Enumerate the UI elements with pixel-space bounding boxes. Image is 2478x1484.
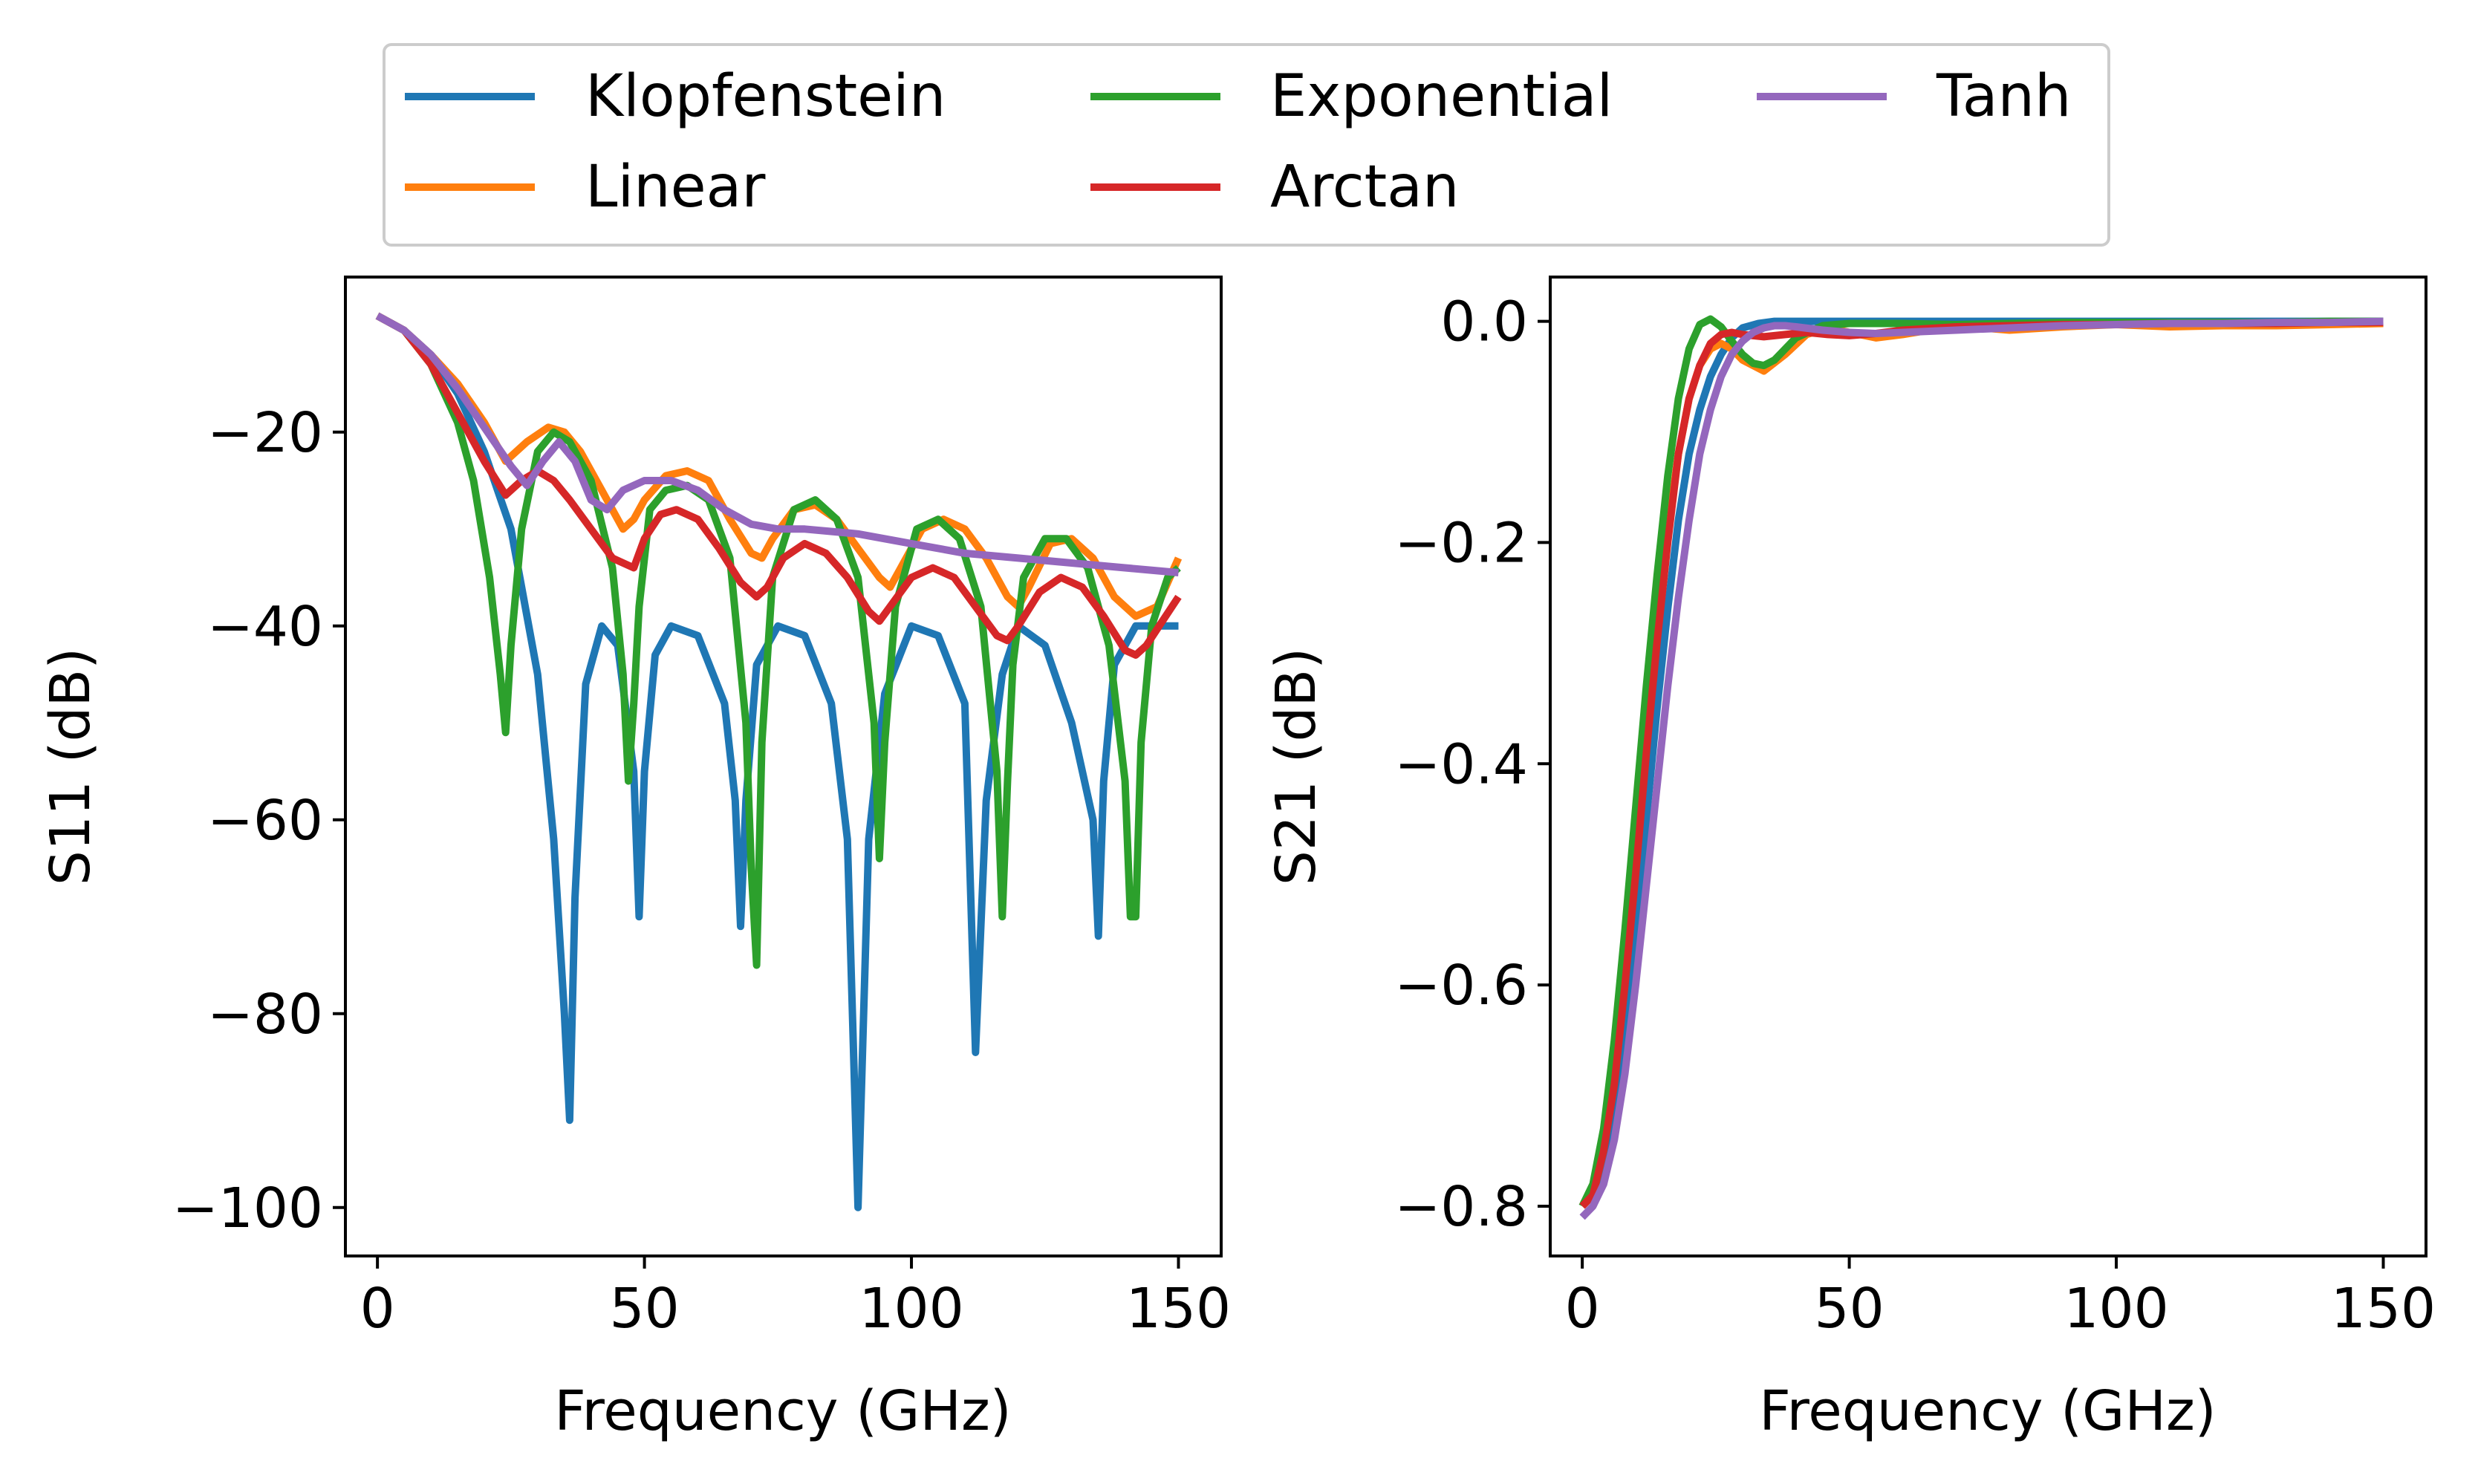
plot-s11-lines: [375, 312, 1183, 1211]
y-tick-label: −60: [207, 789, 323, 853]
series-line-exponential: [375, 312, 1181, 969]
x-tick: 50: [609, 1256, 680, 1341]
y-tick-label: 0.0: [1440, 290, 1528, 354]
series-line-linear: [375, 312, 1183, 620]
y-tick: −0.2: [1394, 511, 1550, 575]
x-tick-label: 0: [360, 1277, 395, 1341]
plot-s11-ylabel: S11 (dB): [39, 648, 103, 885]
legend: Klopfenstein Linear Exponential Arctan T…: [383, 43, 2110, 247]
legend-entry-tanh: Tanh: [1757, 63, 2071, 130]
x-tick: 50: [1814, 1256, 1884, 1341]
y-tick-label: −100: [172, 1177, 323, 1240]
y-tick: −100: [172, 1177, 345, 1240]
x-tick: 150: [2331, 1256, 2436, 1341]
y-tick: −80: [207, 983, 345, 1047]
x-tick-label: 0: [1565, 1277, 1600, 1341]
legend-entry-arctan: Arctan: [1090, 154, 1459, 221]
y-tick: 0.0: [1440, 290, 1550, 354]
x-tick-label: 50: [1814, 1277, 1884, 1341]
y-tick-label: −0.6: [1394, 954, 1528, 1018]
plot-s11-yticks: −20 −40 −60 −80 −100: [172, 401, 345, 1240]
plot-s21-frame: [1549, 276, 2427, 1257]
y-tick: −0.6: [1394, 954, 1550, 1018]
plot-s21-xlabel: Frequency (GHz): [1759, 1379, 2216, 1443]
legend-label-klopfenstein: Klopfenstein: [585, 63, 946, 130]
x-tick: 100: [859, 1256, 964, 1341]
x-tick-label: 100: [859, 1277, 963, 1341]
plot-s21-ylabel: S21 (dB): [1264, 648, 1328, 885]
plot-s11-frame: [344, 276, 1223, 1257]
plot-s11-xticks: 0 50 100 150: [360, 1256, 1231, 1341]
series-line-arctan: [375, 312, 1182, 659]
series-line-tanh: [1579, 317, 2384, 1220]
x-tick: 100: [2064, 1256, 2169, 1341]
plot-s21: 0 50 100 150 0.0 −0.2 −0.4 −0.6 −0.8 Frequency …: [1264, 276, 2436, 1443]
legend-label-tanh: Tanh: [1936, 63, 2071, 130]
legend-entry-klopfenstein: Klopfenstein: [405, 63, 946, 130]
x-tick: 0: [1565, 1256, 1600, 1341]
plot-s21-xticks: 0 50 100 150: [1565, 1256, 2436, 1341]
plot-s11: 0 50 100 150 −20 −40 −60 −80 −100 Frequency (GH…: [39, 276, 1231, 1443]
y-tick-label: −0.4: [1394, 732, 1528, 796]
y-tick: −60: [207, 789, 345, 853]
x-tick-label: 150: [1126, 1277, 1231, 1341]
y-tick: −0.8: [1394, 1175, 1550, 1239]
y-tick: −0.4: [1394, 732, 1550, 796]
legend-entry-exponential: Exponential: [1090, 63, 1613, 130]
y-tick: −20: [207, 401, 345, 465]
x-tick-label: 50: [609, 1277, 679, 1341]
plot-s21-lines: [1578, 315, 2384, 1220]
legend-entry-linear: Linear: [405, 154, 766, 221]
y-tick: −40: [207, 595, 345, 659]
y-tick-label: −20: [207, 401, 323, 465]
y-tick-label: −0.2: [1394, 511, 1528, 575]
series-line-klopfenstein: [375, 312, 1179, 1211]
y-tick-label: −80: [207, 983, 323, 1047]
legend-label-arctan: Arctan: [1270, 154, 1459, 221]
x-tick: 150: [1126, 1256, 1231, 1341]
x-tick-label: 150: [2331, 1277, 2436, 1341]
legend-frame: [383, 43, 2110, 247]
y-tick-label: −40: [207, 595, 323, 659]
x-tick: 0: [360, 1256, 395, 1341]
x-tick-label: 100: [2064, 1277, 2168, 1341]
series-line-tanh: [375, 312, 1179, 576]
y-tick-label: −0.8: [1394, 1175, 1528, 1239]
legend-label-linear: Linear: [585, 154, 766, 221]
plot-s21-yticks: 0.0 −0.2 −0.4 −0.6 −0.8: [1394, 290, 1550, 1239]
plot-s11-xlabel: Frequency (GHz): [554, 1379, 1011, 1443]
legend-label-exponential: Exponential: [1270, 63, 1613, 130]
